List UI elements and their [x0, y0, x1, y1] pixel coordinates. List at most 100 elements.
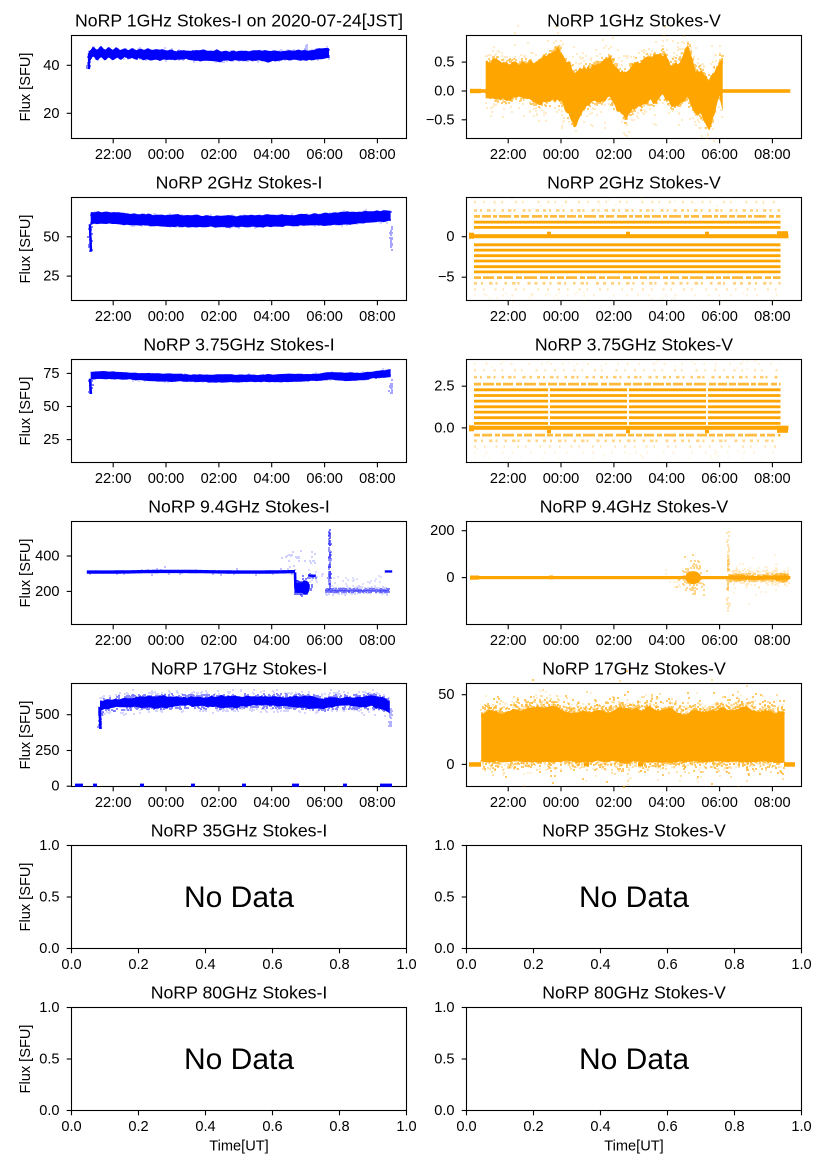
svg-text:0.2: 0.2	[523, 1119, 543, 1135]
svg-text:0.5: 0.5	[39, 890, 59, 906]
svg-text:1.0: 1.0	[396, 957, 416, 973]
svg-text:04:00: 04:00	[648, 309, 685, 325]
svg-text:06:00: 06:00	[701, 309, 738, 325]
svg-text:200: 200	[35, 584, 59, 600]
svg-text:Flux [SFU]: Flux [SFU]	[18, 701, 34, 770]
svg-text:04:00: 04:00	[648, 795, 685, 811]
svg-text:NoRP 3.75GHz Stokes-I: NoRP 3.75GHz Stokes-I	[143, 334, 334, 354]
svg-text:04:00: 04:00	[253, 633, 290, 649]
svg-text:02:00: 02:00	[596, 795, 633, 811]
svg-text:02:00: 02:00	[201, 795, 238, 811]
svg-text:00:00: 00:00	[148, 147, 185, 163]
svg-text:2.5: 2.5	[434, 379, 454, 395]
svg-text:Flux [SFU]: Flux [SFU]	[18, 863, 34, 932]
svg-text:NoRP 17GHz Stokes-I: NoRP 17GHz Stokes-I	[151, 658, 328, 678]
svg-text:06:00: 06:00	[306, 147, 343, 163]
svg-text:22:00: 22:00	[95, 309, 132, 325]
svg-text:1.0: 1.0	[396, 1119, 416, 1135]
svg-text:0.0: 0.0	[456, 957, 476, 973]
svg-text:0.0: 0.0	[434, 941, 454, 957]
svg-text:06:00: 06:00	[701, 471, 738, 487]
svg-text:−0.5: −0.5	[426, 112, 455, 128]
svg-text:25: 25	[43, 432, 59, 448]
svg-text:75: 75	[43, 366, 59, 382]
svg-text:0.8: 0.8	[329, 1119, 349, 1135]
svg-text:250: 250	[35, 743, 59, 759]
svg-text:02:00: 02:00	[596, 633, 633, 649]
svg-text:0.6: 0.6	[262, 957, 282, 973]
svg-text:0.6: 0.6	[657, 1119, 677, 1135]
svg-text:0: 0	[446, 570, 454, 586]
svg-text:04:00: 04:00	[253, 309, 290, 325]
svg-text:0: 0	[446, 757, 454, 773]
svg-text:22:00: 22:00	[490, 633, 527, 649]
svg-text:22:00: 22:00	[490, 147, 527, 163]
svg-text:0.0: 0.0	[456, 1119, 476, 1135]
svg-text:02:00: 02:00	[201, 147, 238, 163]
svg-text:08:00: 08:00	[359, 795, 396, 811]
svg-text:22:00: 22:00	[490, 795, 527, 811]
svg-text:No Data: No Data	[184, 1043, 294, 1076]
svg-text:0.5: 0.5	[434, 890, 454, 906]
svg-text:NoRP 35GHz Stokes-I: NoRP 35GHz Stokes-I	[151, 820, 328, 840]
svg-text:0.0: 0.0	[434, 84, 454, 100]
svg-text:NoRP 1GHz Stokes-I on 2020-07-: NoRP 1GHz Stokes-I on 2020-07-24[JST]	[75, 10, 403, 30]
svg-text:Flux [SFU]: Flux [SFU]	[18, 215, 34, 284]
svg-text:02:00: 02:00	[201, 633, 238, 649]
svg-text:0.4: 0.4	[590, 1119, 610, 1135]
svg-text:00:00: 00:00	[543, 471, 580, 487]
svg-text:04:00: 04:00	[253, 147, 290, 163]
svg-text:Time[UT]: Time[UT]	[604, 1138, 663, 1154]
svg-text:00:00: 00:00	[543, 147, 580, 163]
svg-text:0.2: 0.2	[128, 1119, 148, 1135]
svg-text:22:00: 22:00	[95, 795, 132, 811]
svg-text:50: 50	[43, 399, 59, 415]
svg-text:NoRP 3.75GHz Stokes-V: NoRP 3.75GHz Stokes-V	[535, 334, 733, 354]
svg-text:NoRP 9.4GHz Stokes-V: NoRP 9.4GHz Stokes-V	[540, 496, 729, 516]
svg-text:1.0: 1.0	[434, 1000, 454, 1016]
svg-text:500: 500	[35, 707, 59, 723]
svg-text:0.2: 0.2	[523, 957, 543, 973]
svg-text:06:00: 06:00	[701, 147, 738, 163]
svg-text:NoRP 1GHz Stokes-V: NoRP 1GHz Stokes-V	[547, 10, 721, 30]
svg-text:02:00: 02:00	[201, 309, 238, 325]
svg-text:04:00: 04:00	[648, 147, 685, 163]
svg-text:04:00: 04:00	[253, 471, 290, 487]
svg-text:06:00: 06:00	[306, 309, 343, 325]
svg-text:22:00: 22:00	[95, 633, 132, 649]
svg-text:200: 200	[430, 523, 454, 539]
svg-text:0.5: 0.5	[39, 1052, 59, 1068]
svg-text:NoRP 80GHz Stokes-I: NoRP 80GHz Stokes-I	[151, 982, 328, 1002]
svg-text:NoRP 35GHz Stokes-V: NoRP 35GHz Stokes-V	[542, 820, 726, 840]
svg-text:No Data: No Data	[579, 1043, 689, 1076]
svg-text:08:00: 08:00	[359, 309, 396, 325]
svg-text:Flux [SFU]: Flux [SFU]	[18, 377, 34, 446]
svg-text:No Data: No Data	[184, 881, 294, 914]
svg-text:NoRP 17GHz Stokes-V: NoRP 17GHz Stokes-V	[542, 658, 726, 678]
svg-text:02:00: 02:00	[596, 309, 633, 325]
svg-text:00:00: 00:00	[543, 309, 580, 325]
svg-text:No Data: No Data	[579, 881, 689, 914]
svg-text:20: 20	[43, 106, 59, 122]
svg-text:08:00: 08:00	[754, 633, 791, 649]
svg-text:0.8: 0.8	[724, 1119, 744, 1135]
svg-text:0.0: 0.0	[434, 420, 454, 436]
svg-text:0.4: 0.4	[195, 957, 215, 973]
svg-text:Flux [SFU]: Flux [SFU]	[18, 1025, 34, 1094]
svg-text:06:00: 06:00	[701, 795, 738, 811]
svg-text:NoRP 2GHz Stokes-I: NoRP 2GHz Stokes-I	[156, 172, 323, 192]
svg-text:0.0: 0.0	[434, 1103, 454, 1119]
svg-text:00:00: 00:00	[148, 633, 185, 649]
svg-text:22:00: 22:00	[95, 147, 132, 163]
svg-text:0.2: 0.2	[128, 957, 148, 973]
svg-text:04:00: 04:00	[648, 633, 685, 649]
svg-text:06:00: 06:00	[306, 795, 343, 811]
svg-text:Flux [SFU]: Flux [SFU]	[18, 539, 34, 608]
svg-text:NoRP 9.4GHz Stokes-I: NoRP 9.4GHz Stokes-I	[148, 496, 330, 516]
svg-text:22:00: 22:00	[95, 471, 132, 487]
svg-text:0.0: 0.0	[61, 1119, 81, 1135]
svg-text:00:00: 00:00	[148, 795, 185, 811]
svg-text:08:00: 08:00	[754, 795, 791, 811]
svg-text:02:00: 02:00	[201, 471, 238, 487]
svg-text:NoRP 80GHz Stokes-V: NoRP 80GHz Stokes-V	[542, 982, 726, 1002]
